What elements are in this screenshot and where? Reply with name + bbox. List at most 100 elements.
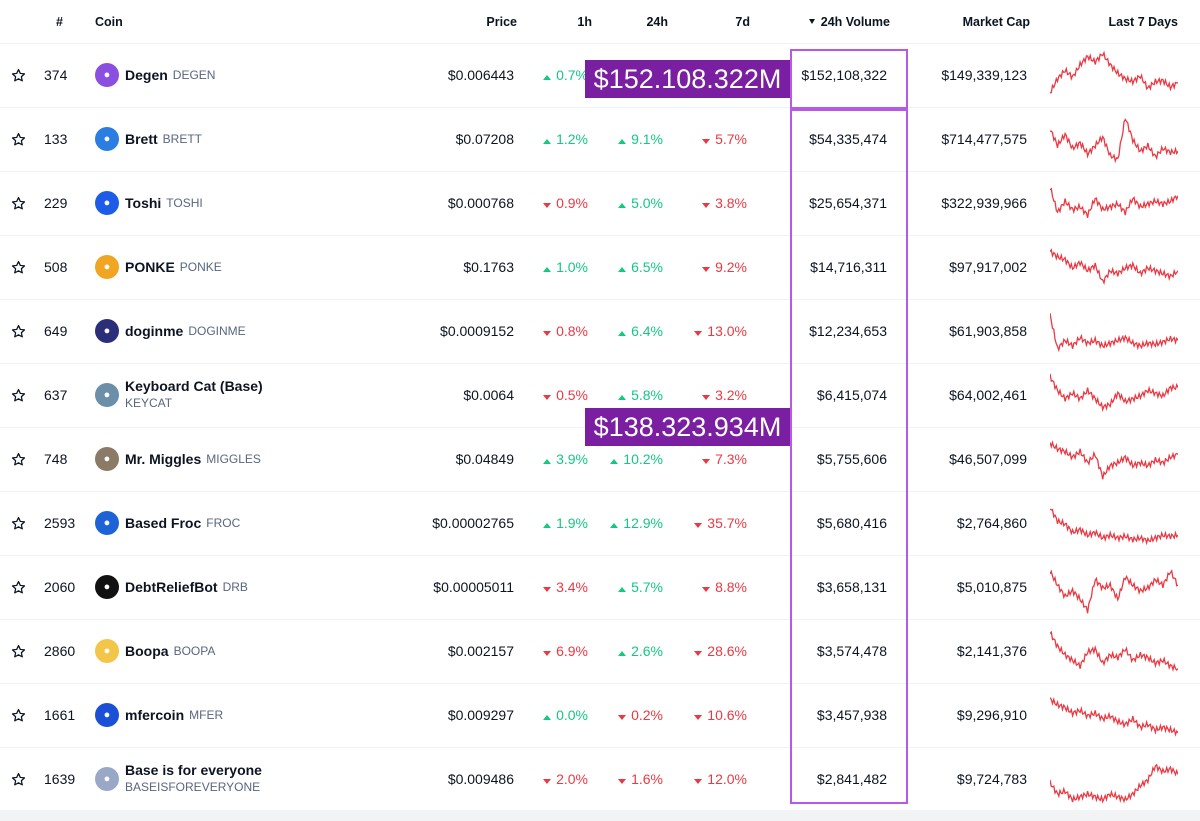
sparkline-7d — [1050, 555, 1178, 619]
change-7d: 8.8% — [702, 555, 747, 619]
header-24h-volume[interactable]: 24h Volume — [808, 15, 890, 29]
star-icon[interactable] — [10, 747, 26, 811]
coin-name: Keyboard Cat (Base) — [125, 378, 263, 394]
coin-link[interactable]: ● Keyboard Cat (Base) KEYCAT — [95, 363, 395, 427]
sparkline-line — [1050, 697, 1178, 737]
price: $0.00002765 — [432, 515, 514, 531]
coin-symbol: MFER — [189, 708, 224, 722]
coin-link[interactable]: ● DebtReliefBot DRB — [95, 555, 395, 619]
coin-symbol: TOSHI — [166, 196, 203, 210]
table-row[interactable]: 508 ● PONKE PONKE $0.1763 1.0% 6.5% 9.2% $14,716… — [0, 235, 1200, 300]
caret-up-icon — [543, 139, 552, 144]
miggles-cat-icon: ● — [95, 447, 119, 471]
market-cap: $322,939,966 — [941, 195, 1027, 211]
market-cap: $61,903,858 — [949, 323, 1027, 339]
header-1h[interactable]: 1h — [577, 15, 592, 29]
star-icon[interactable] — [10, 619, 26, 683]
caret-down-icon — [702, 139, 711, 144]
caret-down-icon — [694, 523, 703, 528]
change-1h: 0.5% — [543, 363, 588, 427]
caret-down-icon — [694, 651, 703, 656]
market-cap: $97,917,002 — [949, 259, 1027, 275]
sparkline-7d — [1050, 235, 1178, 299]
coin-symbol: MIGGLES — [206, 452, 261, 466]
star-icon[interactable] — [10, 43, 26, 107]
sparkline-7d — [1050, 107, 1178, 171]
caret-down-icon — [694, 331, 703, 336]
header-7d[interactable]: 7d — [735, 15, 750, 29]
base-everyone-icon: ● — [95, 767, 119, 791]
volume-24h: $5,680,416 — [816, 515, 887, 531]
star-icon[interactable] — [10, 555, 26, 619]
sparkline-chart — [1050, 697, 1178, 737]
table-row[interactable]: 2860 ● Boopa BOOPA $0.002157 6.9% 2.6% 28.6% $3,… — [0, 619, 1200, 684]
header-last-7-days: Last 7 Days — [1108, 15, 1178, 29]
sparkline-line — [1050, 440, 1178, 480]
change-24h: 0.2% — [618, 683, 663, 747]
star-icon[interactable] — [10, 427, 26, 491]
header-market-cap[interactable]: Market Cap — [962, 15, 1030, 29]
star-icon[interactable] — [10, 299, 26, 363]
coin-symbol: KEYCAT — [125, 396, 173, 410]
header-24h[interactable]: 24h — [646, 15, 668, 29]
coin-link[interactable]: ● Brett BRETT — [95, 107, 395, 171]
star-icon[interactable] — [10, 491, 26, 555]
sparkline-chart — [1050, 187, 1178, 219]
caret-down-icon — [618, 779, 627, 784]
coin-link[interactable]: ● doginme DOGINME — [95, 299, 395, 363]
table-row[interactable]: 2593 ● Based Froc FROC $0.00002765 1.9% 12.9% 3… — [0, 491, 1200, 556]
coin-link[interactable]: ● Based Froc FROC — [95, 491, 395, 555]
change-1h: 6.9% — [543, 619, 588, 683]
coin-link[interactable]: ● mfercoin MFER — [95, 683, 395, 747]
coin-link[interactable]: ● Mr. Miggles MIGGLES — [95, 427, 395, 491]
keyboard-cat-icon: ● — [95, 383, 119, 407]
volume-total-banner-middle: $138.323.934M — [585, 408, 790, 446]
table-row[interactable]: 133 ● Brett BRETT $0.07208 1.2% 9.1% 5.7% $54,33… — [0, 107, 1200, 172]
market-cap: $149,339,123 — [941, 67, 1027, 83]
table-row[interactable]: 649 ● doginme DOGINME $0.0009152 0.8% 6.4% 13.0… — [0, 299, 1200, 364]
price: $0.00005011 — [433, 579, 514, 595]
table-row[interactable]: 374 ● Degen DEGEN $0.006443 0.7% $152,108,322 $… — [0, 43, 1200, 108]
coin-symbol: PONKE — [179, 260, 222, 274]
star-icon[interactable] — [10, 235, 26, 299]
sparkline-chart — [1050, 569, 1178, 614]
coin-symbol: FROC — [206, 516, 241, 530]
coin-link[interactable]: ● Toshi TOSHI — [95, 171, 395, 235]
change-7d: 9.2% — [702, 235, 747, 299]
star-icon[interactable] — [10, 171, 26, 235]
coin-link[interactable]: ● Base is for everyone BASEISFOREVERYONE — [95, 747, 395, 811]
volume-24h: $3,457,938 — [816, 707, 887, 723]
rank: 637 — [44, 387, 68, 403]
coin-link[interactable]: ● Degen DEGEN — [95, 43, 395, 107]
coin-link[interactable]: ● PONKE PONKE — [95, 235, 395, 299]
header-price[interactable]: Price — [486, 15, 517, 29]
rank: 748 — [44, 451, 68, 467]
change-1h: 0.0% — [543, 683, 588, 747]
ponke-monkey-icon: ● — [95, 255, 119, 279]
rank: 649 — [44, 323, 68, 339]
change-7d: 12.0% — [694, 747, 747, 811]
header-coin[interactable]: Coin — [95, 15, 123, 29]
coin-name: Brett — [125, 131, 158, 147]
table-row[interactable]: 748 ● Mr. Miggles MIGGLES $0.04849 3.9% 10.2% 7… — [0, 427, 1200, 492]
sparkline-chart — [1050, 763, 1178, 804]
volume-24h: $5,755,606 — [816, 451, 887, 467]
sparkline-line — [1050, 248, 1178, 286]
change-24h: 5.7% — [618, 555, 663, 619]
table-row[interactable]: 229 ● Toshi TOSHI $0.000768 0.9% 5.0% 3.8% $25,6… — [0, 171, 1200, 236]
coin-symbol: BRETT — [162, 132, 203, 146]
header-rank[interactable]: # — [56, 15, 63, 29]
coin-symbol: BOOPA — [173, 644, 216, 658]
rank: 2593 — [44, 515, 76, 531]
star-icon[interactable] — [10, 363, 26, 427]
sparkline-chart — [1050, 508, 1178, 546]
table-row[interactable]: 2060 ● DebtReliefBot DRB $0.00005011 3.4% 5.7%… — [0, 555, 1200, 620]
coin-link[interactable]: ● Boopa BOOPA — [95, 619, 395, 683]
rank: 1661 — [44, 707, 76, 723]
star-icon[interactable] — [10, 683, 26, 747]
change-7d: 7.3% — [702, 427, 747, 491]
sparkline-chart — [1050, 312, 1178, 353]
star-icon[interactable] — [10, 107, 26, 171]
table-row[interactable]: 1639 ● Base is for everyone BASEISFOREVERYO… — [0, 747, 1200, 812]
table-row[interactable]: 1661 ● mfercoin MFER $0.009297 0.0% 0.2% 10.6% $… — [0, 683, 1200, 748]
